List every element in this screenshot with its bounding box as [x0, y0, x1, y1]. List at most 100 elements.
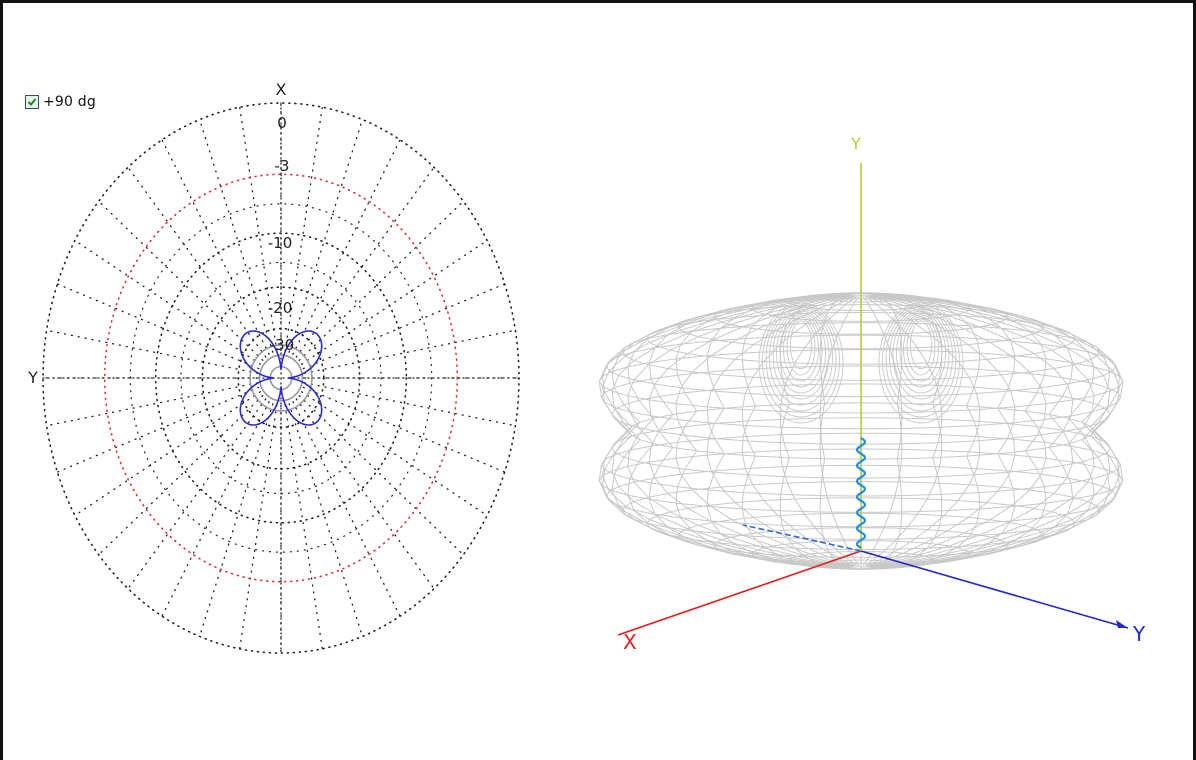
- ring-label-10: -10: [268, 234, 293, 252]
- mesh-upper-lobe: [882, 304, 960, 418]
- polar-spoke: [295, 398, 435, 590]
- polar-ring-minor: [180, 261, 382, 495]
- pattern-axes: [617, 163, 1129, 636]
- pattern-mesh: [598, 292, 1124, 570]
- mesh-parallel: [751, 294, 971, 322]
- mesh-upper-lobe: [769, 308, 833, 406]
- mesh-parallel: [605, 464, 1117, 528]
- ring-label-20: -20: [268, 299, 293, 317]
- axis-x-label-3d: X: [623, 630, 637, 654]
- polar-pattern-plot: X Y 0 -3 -10 -20 -30: [27, 80, 520, 654]
- mesh-upper-lobe: [772, 310, 830, 400]
- polar-spoke: [56, 386, 260, 473]
- axis-x-3d: [617, 550, 862, 636]
- polar-inner-circle: [258, 354, 304, 402]
- polar-rings: [42, 102, 520, 654]
- polar-spoke: [56, 283, 260, 370]
- polar-spoke: [298, 200, 464, 361]
- mesh-parallel: [627, 402, 1094, 460]
- mesh-parallel: [598, 448, 1124, 513]
- axis-y-arrow: [1116, 620, 1128, 628]
- mesh-parallel: [600, 432, 1121, 497]
- ring-label-0: 0: [277, 114, 287, 132]
- axis-y-label-3d: Y: [1132, 622, 1146, 646]
- polar-inner-circle: [249, 344, 313, 412]
- mesh-upper-lobe: [758, 302, 844, 424]
- mesh-upper-lobe: [790, 320, 812, 370]
- axis-neg-y-3d: [742, 524, 862, 552]
- polar-spoke: [74, 239, 262, 365]
- pattern-lobes: [239, 330, 323, 426]
- mesh-parallel: [611, 383, 1111, 445]
- polar-spoke: [300, 239, 488, 365]
- mesh-parallel: [600, 365, 1121, 430]
- polar-axis-y-label: Y: [27, 368, 38, 387]
- polar-ring: [237, 327, 325, 429]
- polar-spoke: [161, 139, 270, 355]
- polar-spoke: [302, 283, 506, 370]
- polar-ring: [42, 102, 520, 654]
- polar-spoke: [302, 386, 506, 473]
- mesh-upper-lobe: [878, 302, 964, 424]
- polar-spoke: [284, 404, 323, 650]
- mesh-parallel: [598, 349, 1124, 414]
- polar-spoke: [292, 139, 401, 355]
- polar-spoke: [127, 166, 267, 358]
- plus90-checkbox[interactable]: [25, 95, 39, 109]
- radiation-pattern-3d: X Y Y: [598, 134, 1146, 654]
- polar-spoke: [303, 329, 517, 374]
- mesh-upper-lobe: [899, 314, 943, 388]
- mesh-parallel: [788, 550, 934, 570]
- mesh-parallel: [621, 322, 1101, 381]
- polar-pattern-curve: [239, 330, 323, 426]
- mesh-upper-lobe: [779, 314, 823, 388]
- polar-spoke: [288, 118, 364, 353]
- mesh-parallel: [713, 298, 1009, 335]
- polar-spoke: [303, 382, 517, 427]
- mesh-upper-lobe: [783, 316, 819, 382]
- polar-axis-x-label: X: [276, 80, 287, 99]
- polar-spoke: [45, 329, 259, 374]
- polar-ring: [201, 286, 361, 470]
- feed-helix: [855, 437, 867, 549]
- mesh-upper-lobe: [885, 306, 957, 412]
- mesh-upper-lobe: [906, 318, 936, 376]
- ring-label-3: -3: [275, 157, 290, 175]
- polar-spoke: [161, 401, 270, 617]
- mesh-parallel: [713, 527, 1009, 564]
- mesh-parallel: [646, 497, 1076, 551]
- polar-spoke: [74, 391, 262, 517]
- plus90-toggle[interactable]: +90 dg: [25, 94, 96, 110]
- mesh-upper-lobe: [892, 310, 950, 400]
- axis-y-3d: [860, 550, 1129, 629]
- mesh-upper-lobe: [786, 318, 816, 376]
- mesh-parallel: [788, 292, 934, 312]
- polar-spoke: [292, 401, 401, 617]
- axis-z-label-3d: Y: [850, 134, 861, 153]
- polar-spoke: [127, 398, 267, 590]
- polar-spoke: [300, 391, 488, 517]
- mesh-upper-lobe: [765, 306, 837, 412]
- mesh-upper-lobe: [889, 308, 953, 406]
- mesh-upper-lobe: [896, 312, 946, 394]
- ring-label-30: -30: [270, 336, 295, 354]
- polar-ring-minor: [129, 203, 433, 553]
- polar-spoke: [239, 404, 278, 650]
- mesh-parallel: [677, 512, 1044, 558]
- mesh-parallel: [611, 417, 1111, 479]
- polar-ring: [154, 232, 408, 524]
- mesh-upper-lobe: [910, 320, 932, 370]
- polar-spoke: [298, 395, 464, 556]
- mesh-parallel: [605, 334, 1117, 398]
- checkmark-icon: [27, 98, 37, 106]
- polar-spoke: [98, 395, 264, 556]
- mesh-upper-lobe: [762, 304, 840, 418]
- mesh-parallel: [751, 540, 971, 568]
- polar-spoke: [98, 200, 264, 361]
- polar-spoke: [198, 403, 274, 638]
- mesh-upper-lobe: [903, 316, 939, 382]
- polar-ring: [103, 173, 459, 583]
- polar-spoke: [288, 403, 364, 638]
- plus90-label: +90 dg: [43, 94, 96, 110]
